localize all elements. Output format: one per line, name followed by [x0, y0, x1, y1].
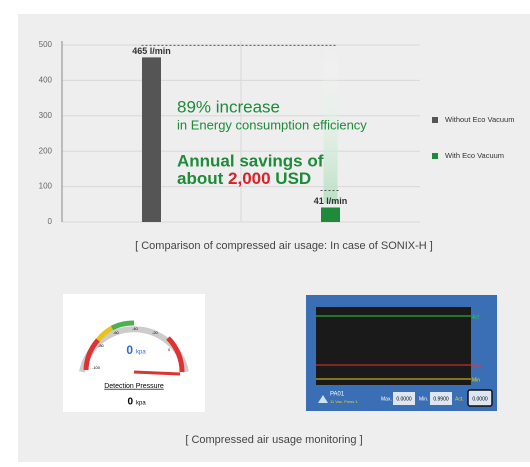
gauge-tick: -20	[152, 330, 159, 335]
caption: [ Compressed air usage monitoring ]	[185, 434, 362, 446]
gauge: -100 -80 -60 -40 -20 0 0 kpa Detection P…	[63, 294, 205, 412]
bar	[321, 207, 340, 222]
monitor-field	[430, 392, 452, 405]
annotation: 2,000	[228, 169, 271, 188]
gauge-band	[83, 338, 100, 371]
value-label: 41 l/min	[314, 196, 348, 206]
monitor-field-value: 0.9900	[433, 396, 449, 402]
gauge-needle	[133, 370, 181, 376]
annotation: about	[177, 169, 224, 188]
gauge-reading: 0	[126, 343, 133, 357]
value-label: 465 l/min	[132, 46, 171, 56]
y-tick-label: 300	[39, 111, 53, 120]
gauge-unit: kpa	[136, 350, 146, 356]
gauge-band	[166, 336, 185, 373]
y-tick-label: 200	[39, 146, 53, 155]
monitor-channel: PA01	[330, 392, 345, 398]
monitor: Act Max Min PA01 11 Vac. Press 1 Max. 0.…	[306, 295, 497, 411]
monitor-channel-sub: 11 Vac. Press 1	[330, 399, 358, 404]
annotation: in Energy consumption efficiency	[177, 117, 367, 132]
gauge-tick: -100	[92, 365, 101, 370]
gauge-tick: 0	[168, 347, 171, 352]
y-tick-label: 500	[39, 40, 53, 49]
legend-swatch	[432, 117, 438, 123]
ghost-bar	[323, 45, 338, 204]
legend-label: Without Eco Vacuum	[445, 115, 514, 124]
monitor-line-label: Min	[472, 377, 480, 383]
gauge-band	[110, 320, 135, 331]
monitor-field-label: Act.	[455, 396, 464, 402]
annotation: 89% increase	[177, 97, 280, 116]
monitor-line-label: Max	[472, 363, 482, 369]
gauge-label: Detection Pressure	[104, 383, 164, 390]
monitor-field	[393, 392, 415, 405]
monitor-line-label: Act	[472, 314, 480, 320]
chart: 0 100 200 300 400 500 465 l/min 41 l/min Without…	[39, 40, 515, 226]
legend-swatch	[432, 153, 438, 159]
gauge-box	[63, 294, 205, 412]
gauge-tick: -60	[113, 330, 120, 335]
monitor-field-label: Min.	[419, 396, 428, 402]
monitor-icon	[318, 395, 328, 403]
gauge-tick: -80	[98, 343, 105, 348]
annotation: USD	[275, 169, 311, 188]
y-tick-label: 0	[48, 217, 53, 226]
annotation: about 2,000 USD	[177, 169, 311, 188]
annotation: Annual savings of	[177, 151, 324, 170]
bar	[142, 57, 161, 222]
monitor-plot	[316, 307, 471, 385]
monitor-field-label: Max.	[381, 396, 392, 402]
monitor-field	[467, 389, 493, 407]
gauge-tick: -40	[132, 326, 139, 331]
monitor-field-value: 0.0000	[396, 396, 412, 402]
caption: [ Comparison of compressed air usage: In…	[135, 240, 433, 252]
legend-label: With Eco Vacuum	[445, 151, 504, 160]
gauge-value-unit: kpa	[136, 401, 146, 407]
monitor-field-value: 0.0000	[472, 396, 488, 402]
gauge-band	[96, 325, 114, 342]
y-tick-label: 100	[39, 182, 53, 191]
y-tick-label: 400	[39, 76, 53, 85]
gauge-value: 0	[127, 397, 133, 408]
